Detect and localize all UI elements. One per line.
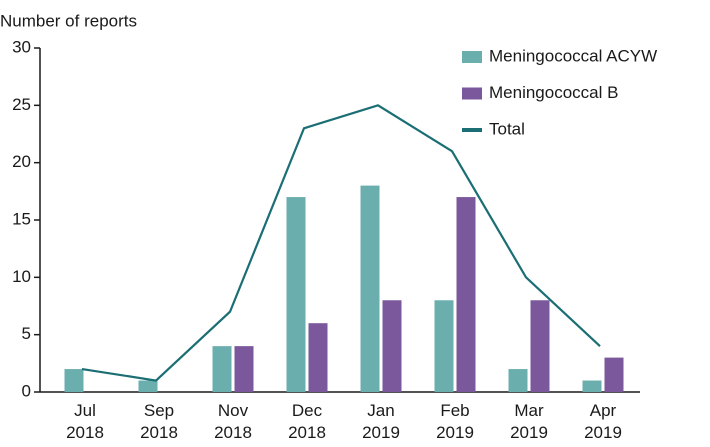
- x-tick-label-line: Jul: [74, 401, 96, 420]
- y-tick-label: 10: [12, 267, 31, 286]
- x-tick-label-line: Apr: [590, 401, 617, 420]
- legend-swatch: [462, 51, 482, 63]
- y-tick-label: 0: [22, 381, 31, 400]
- bar: [64, 369, 84, 392]
- bar: [212, 346, 232, 392]
- x-tick-label: Feb 2019: [436, 401, 474, 442]
- x-tick-label: Nov 2018: [214, 401, 252, 442]
- bar: [604, 357, 624, 392]
- y-tick-label: 25: [12, 95, 31, 114]
- y-tick-label: 30: [12, 37, 31, 56]
- legend-label: Meningococcal ACYW: [489, 46, 657, 65]
- x-tick-label-line: 2019: [584, 423, 622, 442]
- x-tick-label-line: 2018: [214, 423, 252, 442]
- bar: [456, 197, 476, 392]
- bar: [360, 185, 380, 392]
- x-tick-label-line: Sep: [144, 401, 174, 420]
- y-tick-label: 5: [22, 324, 31, 343]
- bar: [308, 323, 328, 392]
- x-tick-label: Jan 2019: [362, 401, 400, 442]
- y-tick-label: 15: [12, 209, 31, 228]
- line: [81, 104, 601, 382]
- x-tick-label-line: Feb: [440, 401, 469, 420]
- x-tick-label-line: Nov: [218, 401, 249, 420]
- x-tick-label: Jul 2018: [66, 401, 104, 442]
- y-tick-label: 20: [12, 152, 31, 171]
- x-tick-label-line: 2019: [510, 423, 548, 442]
- bar: [234, 346, 254, 392]
- x-tick-label: Dec 2018: [288, 401, 326, 442]
- y-axis-label: Number of reports: [0, 11, 137, 30]
- x-tick-label-line: 2018: [288, 423, 326, 442]
- bar: [382, 300, 402, 392]
- legend-swatch: [462, 87, 482, 100]
- bar: [286, 197, 306, 392]
- x-tick-label: Apr 2019: [584, 401, 622, 442]
- legend-swatch: [462, 128, 482, 132]
- legend-label: Meningococcal B: [489, 83, 618, 102]
- bar: [508, 369, 528, 392]
- x-tick-label: Sep 2018: [140, 401, 178, 442]
- bar: [434, 300, 454, 392]
- x-tick-label-line: 2018: [66, 423, 104, 442]
- bar: [138, 380, 158, 392]
- x-tick-label-line: Jan: [367, 401, 394, 420]
- x-tick-label: Mar 2019: [510, 401, 548, 442]
- bar: [530, 300, 550, 392]
- x-tick-label-line: 2018: [140, 423, 178, 442]
- x-tick-label-line: Mar: [514, 401, 544, 420]
- x-tick-label-line: 2019: [362, 423, 400, 442]
- x-tick-label-line: 2019: [436, 423, 474, 442]
- x-tick-label-line: Dec: [292, 401, 323, 420]
- bar: [582, 380, 602, 392]
- legend-label: Total: [489, 119, 525, 138]
